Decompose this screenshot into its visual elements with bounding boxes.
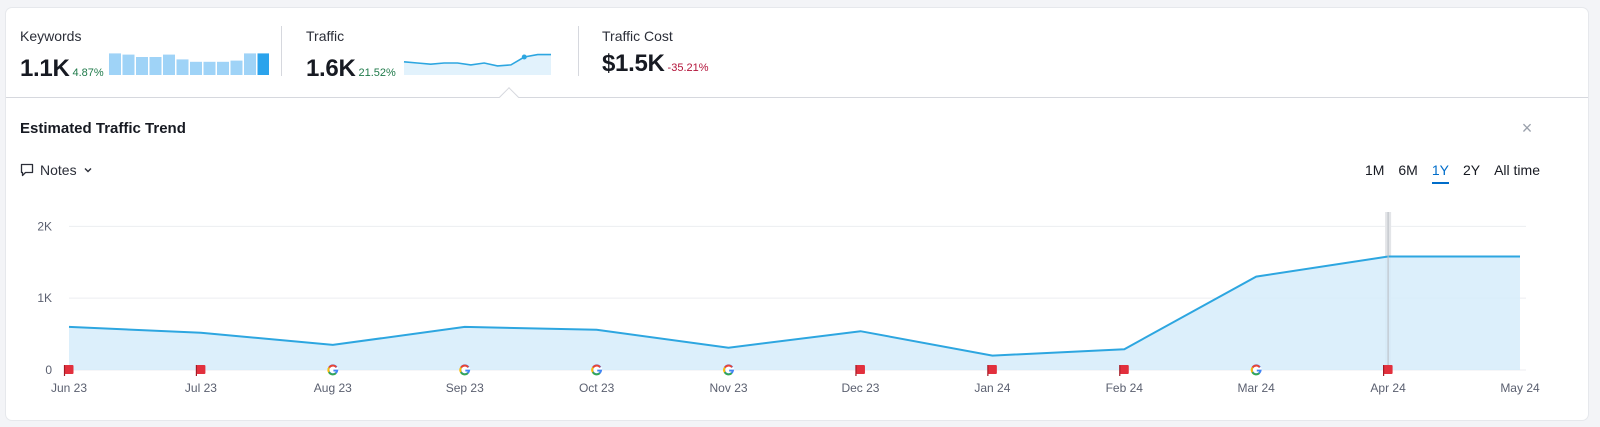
notes-dropdown[interactable]: Notes [20,162,93,178]
google-update-icon[interactable] [723,364,735,376]
time-range-tabs: 1M 6M 1Y 2Y All time [1364,162,1540,184]
flag-icon[interactable] [195,365,206,376]
range-2y[interactable]: 2Y [1462,162,1481,178]
keywords-spark-bar [216,61,229,75]
metric-keywords[interactable]: Keywords 1.1K 4.87% [20,28,269,82]
keywords-spark-bar [108,53,121,75]
y-tick-label: 2K [37,219,52,233]
metric-value: 1.6K [306,55,356,82]
keywords-sparkbars [108,53,269,75]
traffic-spark-point [521,54,527,60]
metric-delta: 4.87% [72,67,104,79]
flag-icon[interactable] [1382,365,1393,376]
metric-value: 1.1K [20,55,70,82]
traffic-spark-area [403,54,551,75]
metric-label: Traffic Cost [602,28,673,44]
flag-icon[interactable] [63,365,74,376]
keywords-spark-bar [122,54,135,75]
y-tick-label: 0 [45,363,52,377]
google-update-icon[interactable] [591,364,603,376]
flag-icon[interactable] [1119,365,1129,376]
traffic-sparkline [403,53,551,75]
keywords-spark-bar [149,57,162,75]
x-tick-label: Aug 23 [314,381,352,395]
traffic-line [68,255,1520,357]
keywords-spark-bar [162,54,175,75]
x-tick-label: Oct 23 [579,381,615,395]
keywords-spark-bar [243,53,256,75]
x-tick-label: May 24 [1500,381,1540,395]
metric-value: $1.5K [602,50,665,77]
traffic-card: Keywords 1.1K 4.87% Traffic 1.6K 21.52% … [6,8,1588,420]
google-update-icon[interactable] [327,364,339,376]
metric-delta: -35.21% [667,62,709,74]
x-tick-label: Mar 24 [1238,381,1276,395]
traffic-area [69,256,1520,370]
metric-divider [281,26,282,76]
keywords-spark-bar [203,61,216,75]
range-1m[interactable]: 1M [1364,162,1385,178]
x-tick-label: Sep 23 [446,381,484,395]
comment-icon [20,163,34,177]
x-tick-label: Dec 23 [841,381,879,395]
google-update-icon[interactable] [459,364,471,376]
x-tick-label: Feb 24 [1106,381,1144,395]
keywords-spark-bar [176,59,189,75]
metric-label: Traffic [306,28,345,44]
metrics-bar: Keywords 1.1K 4.87% Traffic 1.6K 21.52% … [6,8,1588,98]
flag-icon[interactable] [987,365,997,376]
keywords-spark-bar [189,61,202,75]
range-1y[interactable]: 1Y [1431,162,1450,184]
y-tick-label: 1K [37,291,52,305]
google-update-icon[interactable] [1250,364,1262,376]
metric-delta: 21.52% [358,67,396,79]
keywords-spark-bar [135,57,148,75]
metric-traffic[interactable]: Traffic 1.6K 21.52% [306,28,557,82]
keywords-spark-bar [257,53,269,75]
panel-title: Estimated Traffic Trend [20,120,186,137]
x-tick-label: Jul 23 [185,381,217,395]
traffic-trend-chart: 0 1K 2K Jun 23 Jul 23 Aug 23 Sep 23 Oct 23 Nov 2… [37,212,1540,395]
x-tick-label: Jun 23 [51,381,87,395]
x-tick-label: Nov 23 [710,381,748,395]
x-tick-label: Apr 24 [1370,381,1406,395]
close-icon[interactable]: × [1521,118,1533,138]
flag-icon[interactable] [855,365,865,376]
x-tick-label: Jan 24 [974,381,1010,395]
metric-traffic-cost[interactable]: Traffic Cost $1.5K -35.21% [602,28,709,77]
metric-divider [578,26,579,76]
chevron-down-icon [84,168,92,173]
range-all-time[interactable]: All time [1494,162,1540,178]
notes-label: Notes [40,162,77,178]
keywords-spark-bar [230,60,243,75]
metric-label: Keywords [20,28,82,44]
range-6m[interactable]: 6M [1398,162,1418,178]
